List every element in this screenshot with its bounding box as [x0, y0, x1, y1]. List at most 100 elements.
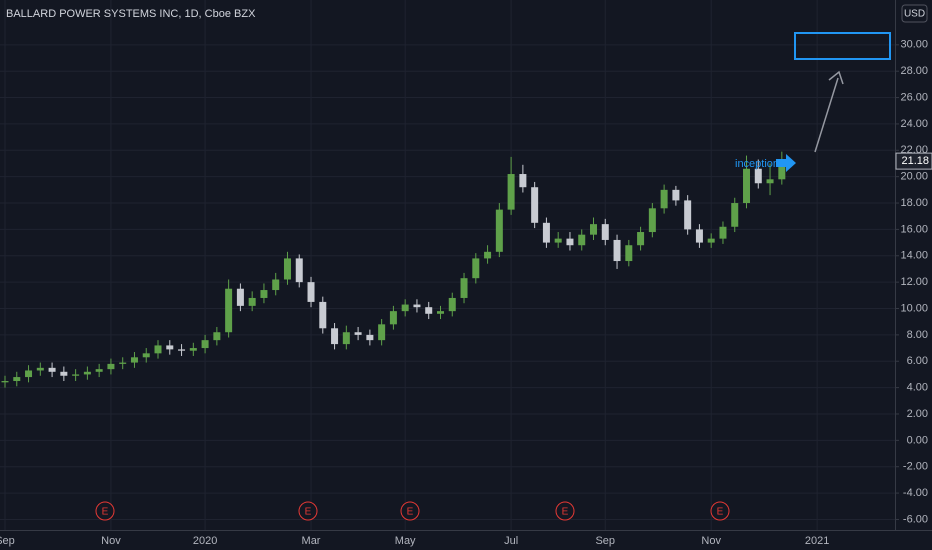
earnings-marker[interactable]	[298, 501, 318, 521]
x-tick-label: Nov	[701, 535, 721, 547]
candle-body	[460, 278, 468, 298]
currency-button[interactable]	[901, 4, 928, 23]
candle-body	[154, 345, 162, 354]
candle-body	[766, 179, 774, 184]
y-tick-label: 20.00	[900, 171, 928, 183]
candle-body	[648, 208, 656, 233]
candle-body	[578, 234, 586, 246]
candle-body	[660, 189, 668, 209]
candle-body	[25, 370, 33, 378]
y-tick-label: 6.00	[907, 355, 928, 367]
candle-body	[495, 209, 503, 252]
x-tick-label: 2021	[805, 535, 829, 547]
candle-body	[743, 168, 751, 204]
candle-body	[166, 345, 174, 350]
candle-body	[484, 251, 492, 259]
annotation-text[interactable]: inception	[735, 158, 779, 170]
candle-body	[754, 168, 762, 184]
candle-body	[566, 238, 574, 246]
candle-body	[189, 348, 197, 351]
y-tick-label: -4.00	[903, 487, 928, 499]
annotation-arrow[interactable]	[776, 154, 796, 172]
candle-body	[295, 258, 303, 283]
plot	[1, 151, 786, 388]
earnings-label: E	[305, 507, 312, 518]
candle-body	[389, 311, 397, 325]
earnings-label: E	[102, 507, 109, 518]
candle-body	[236, 288, 244, 306]
candle-body	[272, 279, 280, 291]
candle-body	[225, 288, 233, 333]
last-price-box	[895, 152, 932, 170]
candle-body	[637, 232, 645, 246]
y-tick-label: 2.00	[907, 408, 928, 420]
earnings-marker[interactable]	[710, 501, 730, 521]
candle-body	[731, 203, 739, 227]
candle-body	[613, 239, 621, 262]
candle-body	[13, 377, 21, 382]
candle-body	[36, 367, 44, 371]
target-box[interactable]	[794, 32, 891, 60]
x-tick-label: Mar	[302, 535, 321, 547]
earnings-label: E	[562, 507, 569, 518]
x-tick-label: Sep	[0, 535, 15, 547]
candle-body	[590, 224, 597, 235]
y-tick-label: 10.00	[900, 302, 928, 314]
candle-body	[425, 307, 433, 314]
earnings-label: E	[407, 507, 414, 518]
candle-body	[130, 357, 138, 363]
candle-body	[448, 297, 456, 312]
candle-body	[366, 334, 374, 341]
candle-body	[436, 311, 444, 314]
earnings-marker[interactable]	[400, 501, 420, 521]
candle-body	[319, 301, 327, 329]
y-tick-label: 14.00	[900, 250, 928, 262]
earnings-marker[interactable]	[555, 501, 575, 521]
candle-body	[283, 258, 291, 280]
candle-body	[672, 189, 680, 201]
candle-body	[354, 332, 362, 335]
candle-body	[142, 353, 150, 358]
y-tick-label: 8.00	[907, 329, 928, 341]
y-tick-label: -6.00	[903, 513, 928, 525]
x-tick-label: 2020	[193, 535, 217, 547]
candle-body	[260, 290, 268, 298]
currency-label[interactable]: USD	[904, 9, 925, 20]
candle-body	[48, 367, 56, 372]
candle-body	[413, 304, 421, 308]
y-tick-label: 4.00	[907, 382, 928, 394]
candle-body	[542, 222, 550, 243]
y-tick-label: 24.00	[900, 118, 928, 130]
earnings-marker[interactable]	[95, 501, 115, 521]
candle-body	[519, 174, 527, 188]
y-tick-label: 18.00	[900, 197, 928, 209]
y-tick-label: 26.00	[900, 91, 928, 103]
projection-arrowhead	[828, 70, 844, 85]
y-tick-label: 16.00	[900, 223, 928, 235]
candle-body	[178, 349, 186, 351]
candle-body	[95, 369, 103, 372]
earnings-label: E	[717, 507, 724, 518]
candle-body	[307, 282, 315, 302]
last-price-label: 21.18	[901, 155, 929, 167]
candle-body	[1, 381, 9, 383]
candle-body	[695, 229, 703, 243]
candle-body	[107, 363, 115, 370]
projection-arrow[interactable]	[814, 77, 839, 153]
x-tick-label: Jul	[504, 535, 518, 547]
candle-body	[531, 187, 539, 223]
candle-body	[72, 374, 80, 376]
candle-body	[60, 371, 68, 376]
candle-body	[684, 200, 692, 230]
candle-body	[248, 297, 256, 306]
candle-body	[707, 238, 715, 243]
candle-body	[507, 174, 515, 210]
candle-body	[601, 224, 609, 240]
x-tick-label: Sep	[595, 535, 615, 547]
y-tick-label: 12.00	[900, 276, 928, 288]
y-tick-label: 30.00	[900, 39, 928, 51]
chart-title: BALLARD POWER SYSTEMS INC, 1D, Cboe BZX	[6, 8, 256, 20]
y-tick-label: 28.00	[900, 65, 928, 77]
